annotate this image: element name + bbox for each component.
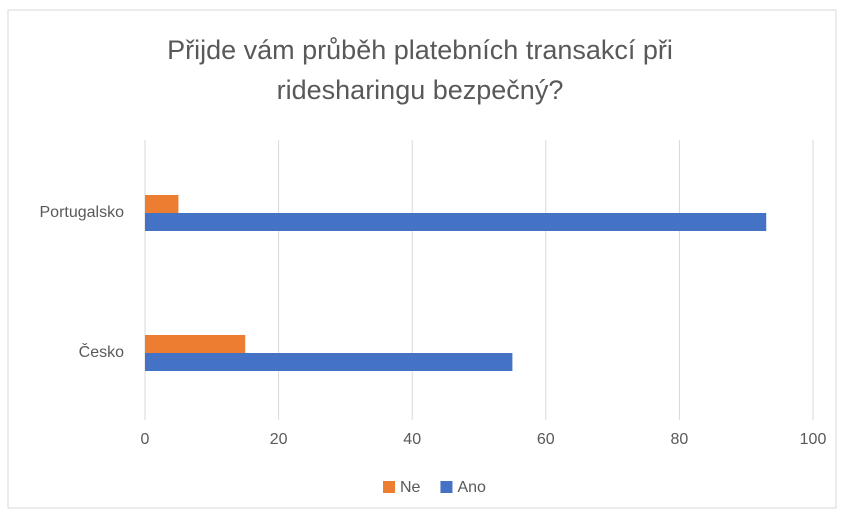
bar [145, 195, 179, 213]
bar [145, 335, 246, 353]
y-tick-label: Česko [79, 342, 124, 361]
x-tick-label: 0 [141, 431, 150, 448]
x-tick-label: 60 [537, 431, 555, 448]
bar [145, 353, 513, 371]
x-tick-label: 100 [800, 431, 827, 448]
chart-title: Přijde vám průběh platebních transakcí p… [167, 35, 673, 105]
legend-label: Ano [457, 479, 486, 496]
x-tick-label: 40 [403, 431, 421, 448]
chart-border [7, 9, 837, 509]
x-tick-label: 20 [270, 431, 288, 448]
legend-label: Ne [400, 479, 421, 496]
legend-swatch [440, 481, 453, 493]
bar [145, 213, 767, 231]
x-tick-label: 80 [671, 431, 689, 448]
legend-swatch [383, 481, 395, 493]
y-tick-label: Portugalsko [40, 204, 125, 221]
